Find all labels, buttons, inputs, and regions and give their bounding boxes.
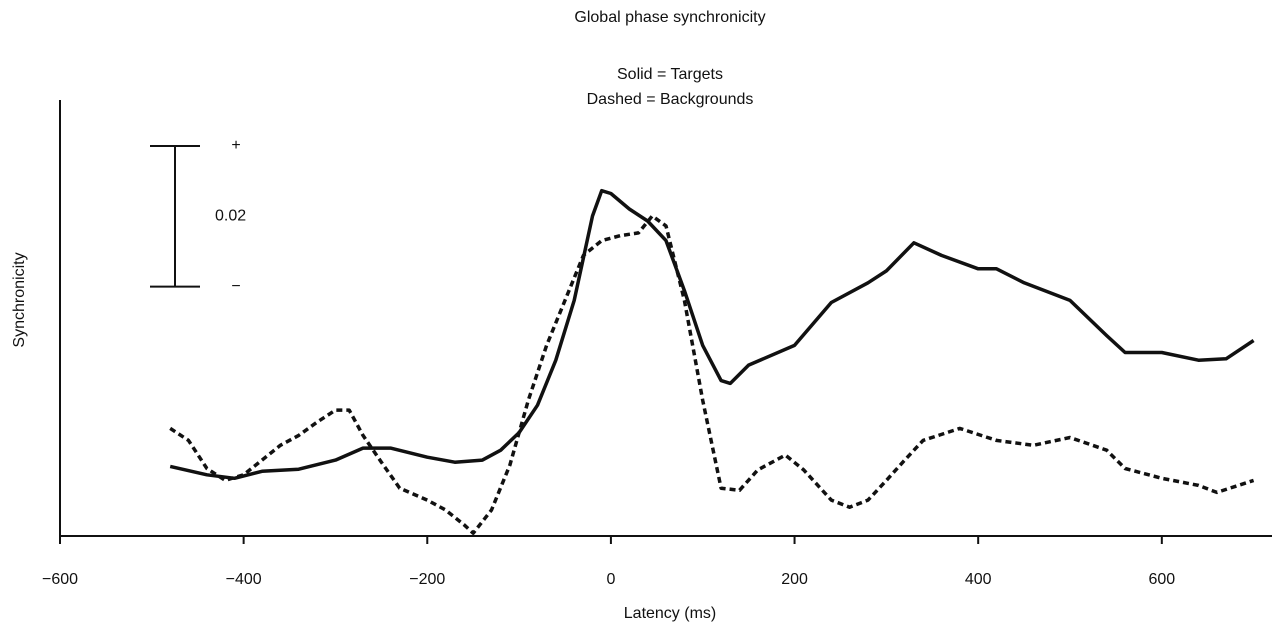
y-axis-label: Synchronicity — [11, 252, 28, 347]
x-tick-label: 600 — [1148, 571, 1175, 588]
series-line — [169, 214, 1255, 535]
x-tick-label: −600 — [42, 571, 78, 588]
x-tick-label: 200 — [781, 571, 808, 588]
legend-entry: Solid = Targets — [617, 66, 723, 83]
x-tick-label: 0 — [606, 571, 615, 588]
scale-top-label: + — [231, 137, 240, 154]
scale-bottom-label: − — [231, 278, 240, 295]
scale-label: 0.02 — [215, 208, 246, 225]
x-tick-label: −200 — [409, 571, 445, 588]
x-tick-label: 400 — [965, 571, 992, 588]
x-tick-label: −400 — [226, 571, 262, 588]
chart-title: Global phase synchronicity — [574, 9, 765, 26]
x-axis-label: Latency (ms) — [624, 605, 716, 622]
legend-entry: Dashed = Backgrounds — [587, 91, 754, 108]
series-line — [169, 188, 1255, 481]
